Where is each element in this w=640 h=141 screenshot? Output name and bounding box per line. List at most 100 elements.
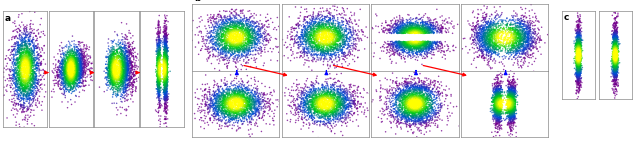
Point <box>109 76 120 78</box>
Point <box>227 107 237 109</box>
Point <box>449 25 459 27</box>
Point <box>572 73 582 76</box>
Point <box>325 103 335 105</box>
Point <box>492 114 502 116</box>
Point <box>61 44 72 46</box>
Point <box>10 62 20 64</box>
Point <box>24 69 34 71</box>
Point <box>400 23 410 25</box>
Point <box>125 43 135 45</box>
Point <box>493 107 503 109</box>
Point <box>10 78 20 80</box>
Point <box>106 60 116 63</box>
Point <box>319 31 330 33</box>
Point <box>493 101 504 103</box>
Point <box>302 102 312 104</box>
Point <box>507 99 517 101</box>
Point <box>416 117 426 120</box>
Point <box>70 52 81 54</box>
Point <box>300 101 310 103</box>
Point <box>249 105 259 107</box>
Point <box>315 38 325 40</box>
Point <box>298 98 308 100</box>
Point <box>491 115 501 117</box>
Point <box>403 115 413 118</box>
Point <box>161 110 172 113</box>
Point <box>321 38 332 40</box>
Point <box>337 39 348 41</box>
Point <box>107 59 117 61</box>
Point <box>299 101 309 104</box>
Point <box>515 30 525 33</box>
Point <box>397 24 408 27</box>
Point <box>417 55 427 57</box>
Point <box>404 112 415 114</box>
Point <box>108 78 118 80</box>
Point <box>516 33 527 35</box>
Point <box>315 24 325 27</box>
Point <box>575 62 585 64</box>
Point <box>24 59 34 61</box>
Point <box>246 53 256 56</box>
Point <box>573 78 584 80</box>
Point <box>422 41 433 43</box>
Point <box>511 29 522 31</box>
Point <box>207 99 217 102</box>
Point <box>482 49 492 52</box>
Point <box>406 99 416 101</box>
Point <box>28 76 38 78</box>
Point <box>519 56 529 59</box>
Point <box>488 85 498 87</box>
Point <box>391 96 401 98</box>
Point <box>408 102 419 104</box>
Point <box>62 72 72 74</box>
Point <box>316 94 326 97</box>
Point <box>396 46 406 48</box>
Point <box>492 98 502 101</box>
Point <box>395 27 405 30</box>
Point <box>413 104 423 106</box>
Point <box>611 69 621 71</box>
Point <box>516 37 526 39</box>
Point <box>14 74 24 76</box>
Point <box>314 13 324 16</box>
Point <box>24 33 34 35</box>
Point <box>511 25 522 27</box>
Point <box>269 120 279 122</box>
Point <box>19 74 29 76</box>
Point <box>319 36 329 38</box>
Point <box>396 32 406 35</box>
Point <box>226 104 236 106</box>
Point <box>155 90 165 92</box>
Point <box>221 32 231 34</box>
Point <box>504 122 514 125</box>
Point <box>161 44 171 46</box>
Point <box>26 49 36 51</box>
Point <box>107 78 117 81</box>
Point <box>161 68 171 70</box>
Point <box>404 53 414 55</box>
Point <box>76 67 86 70</box>
Point <box>11 54 21 56</box>
Point <box>233 47 243 49</box>
Point <box>159 42 170 44</box>
Point <box>420 121 430 123</box>
Point <box>574 44 584 46</box>
Point <box>23 89 33 91</box>
Point <box>512 39 522 42</box>
Point <box>305 19 316 21</box>
Point <box>610 48 620 50</box>
Point <box>508 113 518 115</box>
Point <box>609 43 619 46</box>
Point <box>72 71 82 74</box>
Point <box>65 72 75 74</box>
Point <box>572 57 582 60</box>
Point <box>153 88 163 91</box>
Point <box>230 101 240 104</box>
Point <box>418 49 428 51</box>
Point <box>29 125 40 127</box>
Point <box>74 62 84 64</box>
Point <box>309 111 319 113</box>
Point <box>485 24 495 26</box>
Point <box>353 110 363 112</box>
